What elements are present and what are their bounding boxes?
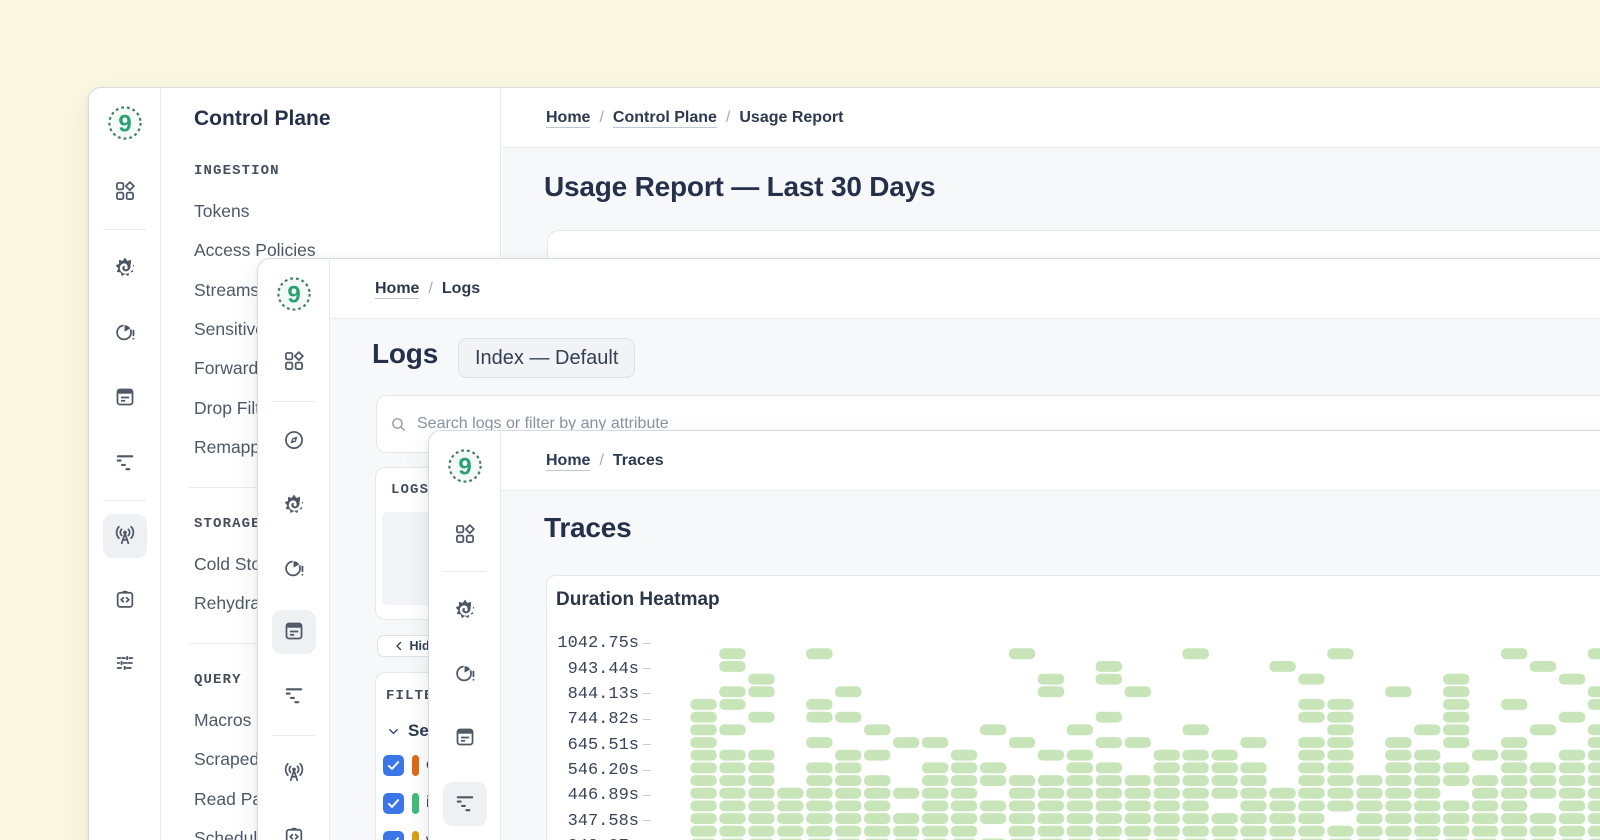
svg-text:9: 9	[118, 111, 131, 138]
svg-text:9: 9	[458, 454, 471, 481]
svg-text:9: 9	[287, 282, 300, 309]
